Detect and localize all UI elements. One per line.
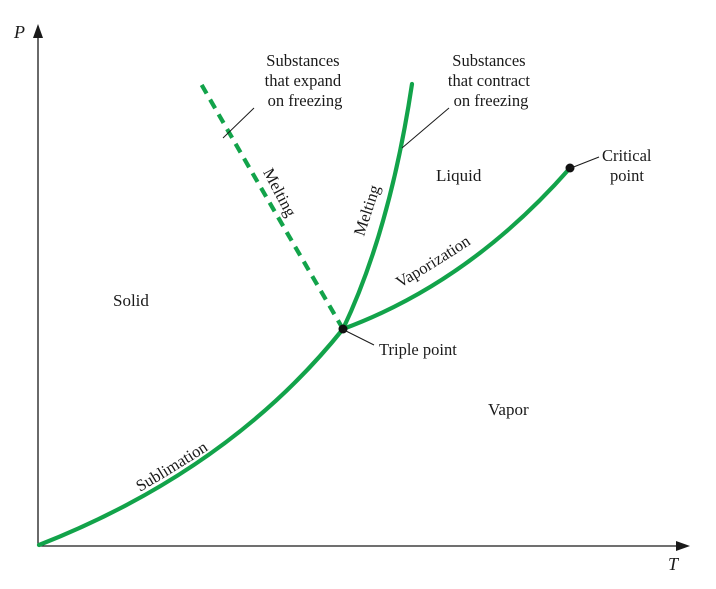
annotation-critical-point: Critical point — [602, 146, 656, 185]
annotation-contract-line-3: on freezing — [454, 91, 529, 110]
region-label-vapor: Vapor — [488, 400, 529, 419]
region-label-solid: Solid — [113, 291, 149, 310]
vaporization-curve — [340, 165, 573, 332]
annotation-contract: Substances that contract on freezing — [448, 51, 534, 110]
sublimation-curve — [36, 326, 346, 548]
x-axis-arrow-icon — [676, 541, 690, 551]
curve-label-sublimation: Sublimation — [132, 437, 210, 495]
region-label-liquid: Liquid — [436, 166, 482, 185]
melting-curve-expand — [198, 80, 345, 331]
annotation-expand: Substances that expand on freezing — [265, 51, 346, 110]
leader-lines — [222, 107, 600, 346]
annotation-expand-line-1: Substances — [266, 51, 339, 70]
annotation-triple-point: Triple point — [379, 340, 457, 359]
annotation-contract-line-1: Substances — [452, 51, 525, 70]
annotation-critical-line-1: Critical — [602, 146, 652, 165]
y-axis-label: P — [13, 22, 25, 42]
expand-leader-line — [222, 107, 255, 139]
annotation-critical-line-2: point — [610, 166, 644, 185]
annotation-expand-line-2: that expand — [265, 71, 342, 90]
contract-leader-line — [401, 107, 450, 149]
curve-label-vaporization: Vaporization — [392, 231, 473, 291]
annotation-expand-line-3: on freezing — [268, 91, 343, 110]
critical-leader-line — [570, 156, 600, 169]
axes: P T — [13, 22, 690, 574]
curve-label-vaporization-path: Vaporization — [392, 231, 473, 291]
melting-curve-contract — [340, 81, 415, 332]
critical-point-marker — [565, 163, 575, 173]
y-axis-arrow-icon — [33, 24, 43, 38]
annotation-contract-line-2: that contract — [448, 71, 530, 90]
triple-point-marker — [338, 324, 348, 334]
phase-curves — [36, 80, 573, 548]
triple-leader-line — [343, 329, 375, 346]
curve-label-sublimation-path: Sublimation — [132, 437, 210, 495]
x-axis-label: T — [668, 554, 680, 574]
